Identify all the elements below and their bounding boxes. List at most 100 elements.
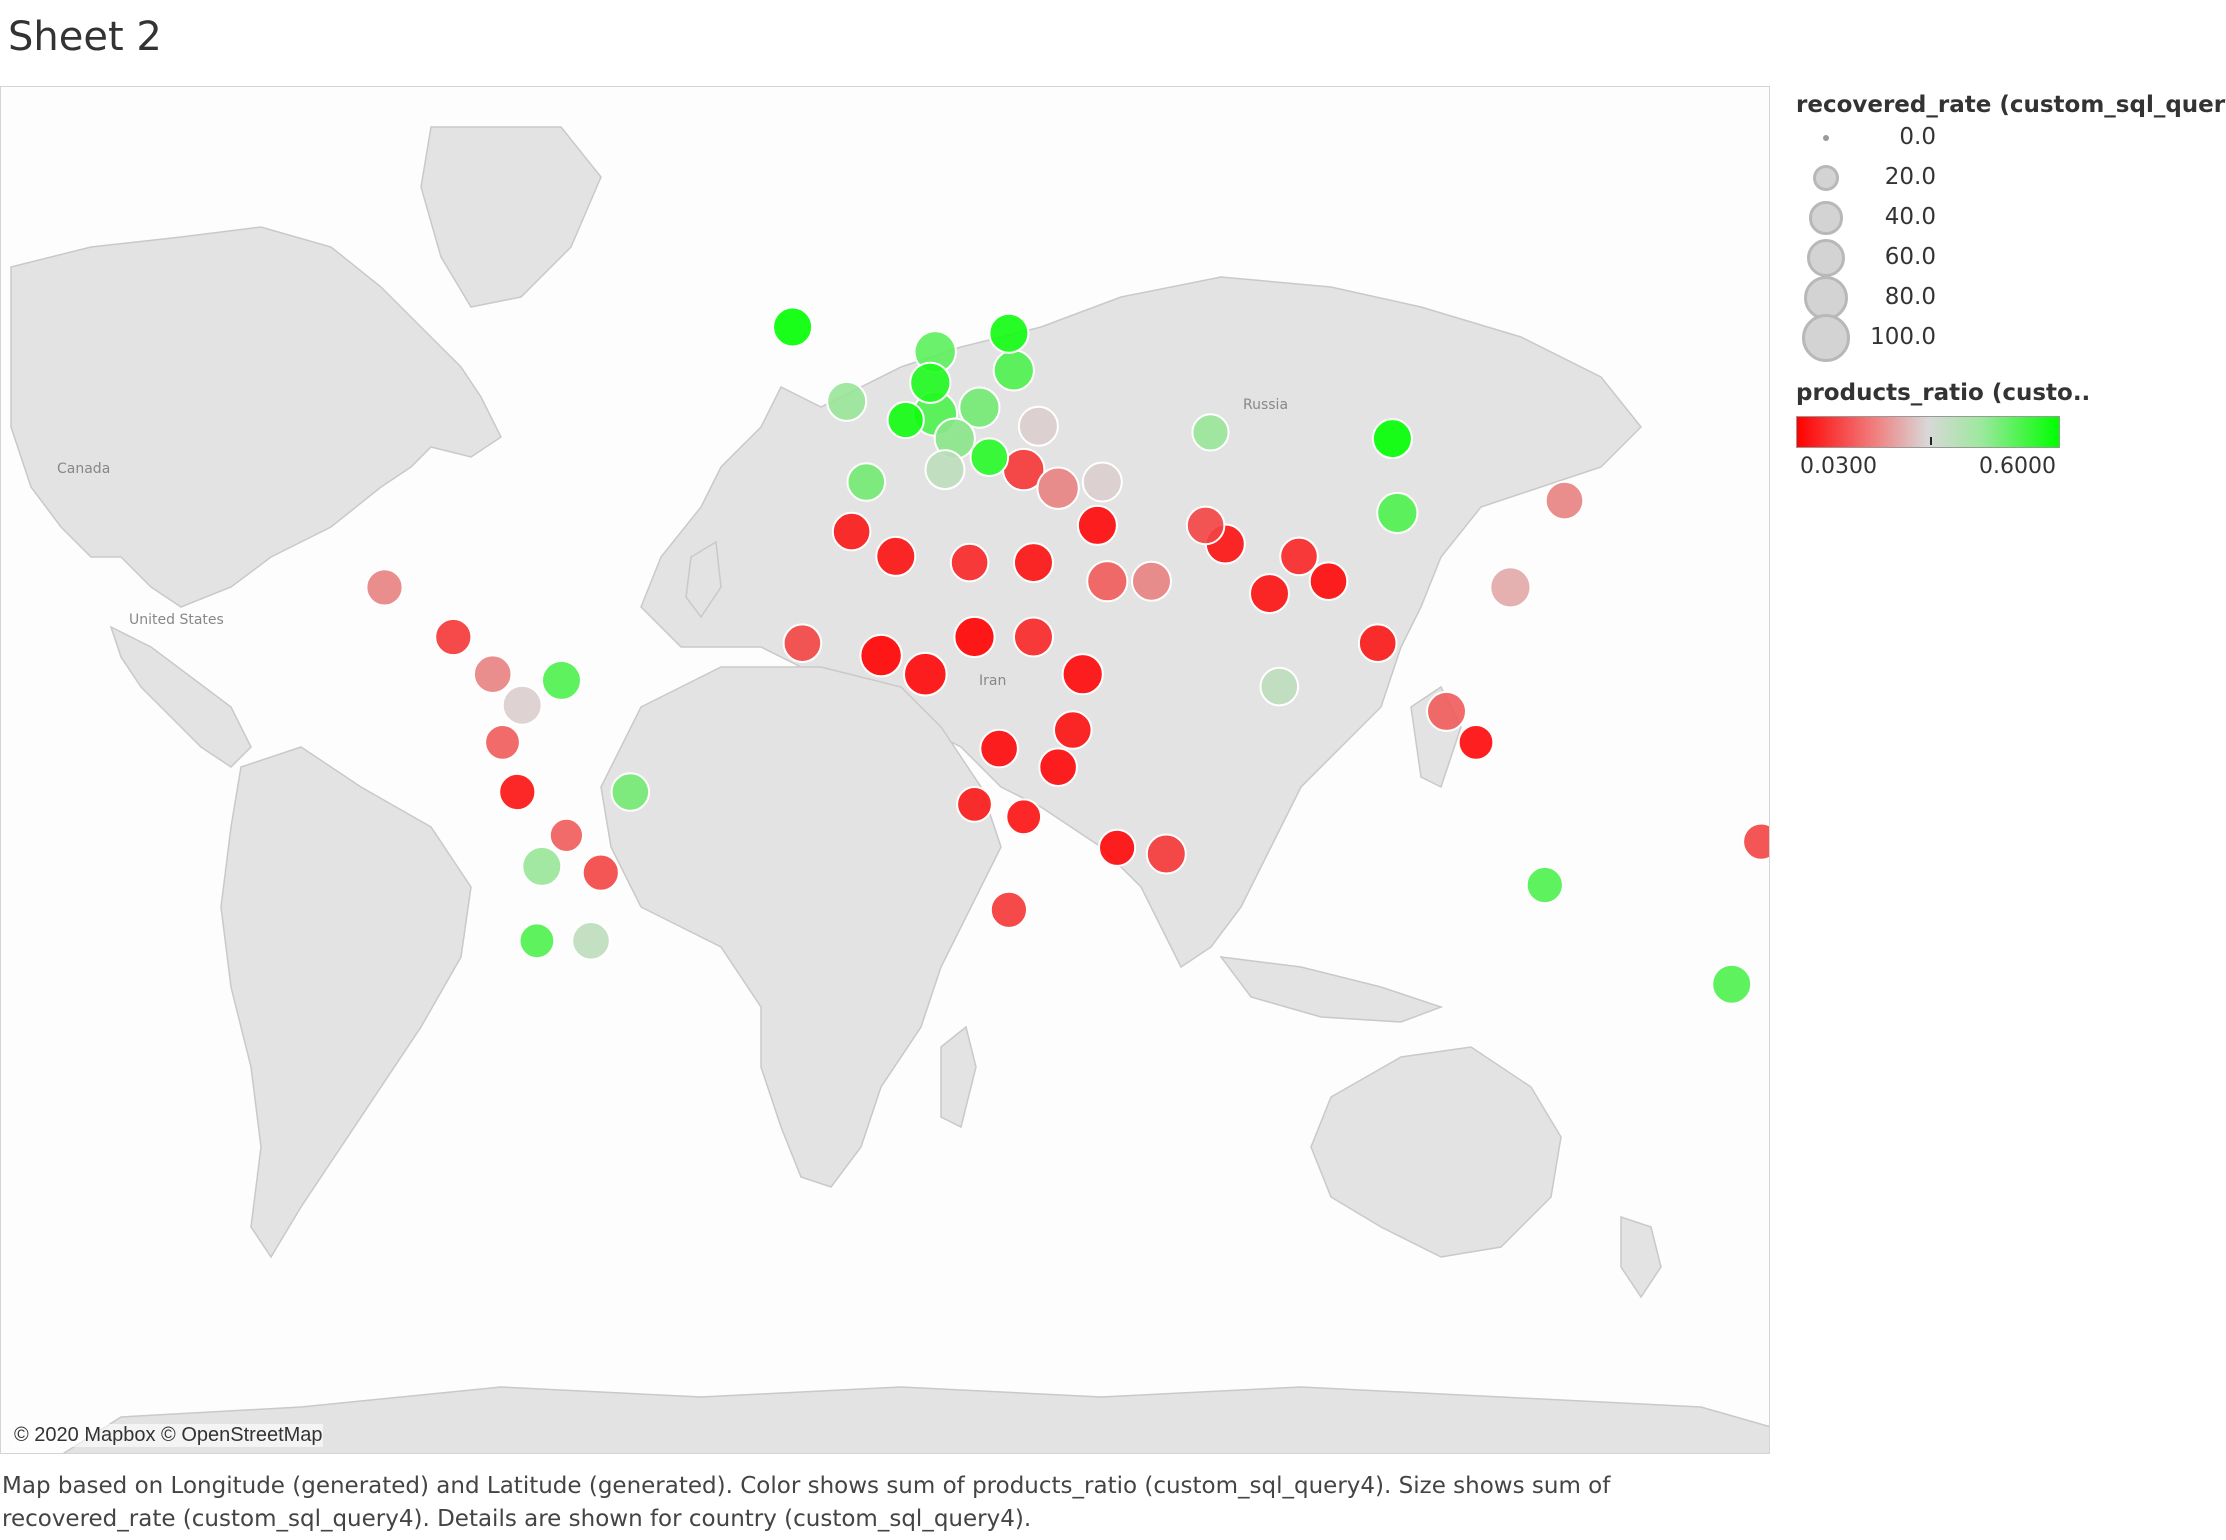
country-bubble[interactable] (953, 615, 996, 659)
bubble-layer[interactable] (365, 306, 1770, 1005)
map-label-iran: Iran (979, 673, 1006, 689)
size-legend-circle (1823, 135, 1829, 141)
map-view[interactable]: Canada United States Russia Iran (0, 86, 1770, 1454)
size-legend-label: 60.0 (1884, 244, 1936, 270)
australia-landmass (1310, 1046, 1562, 1258)
country-bubble[interactable] (831, 511, 872, 552)
country-bubble[interactable] (859, 633, 903, 678)
country-bubble[interactable] (498, 772, 537, 812)
color-min-label: 0.0300 (1800, 454, 1877, 479)
indonesia-landmass (1219, 956, 1444, 1023)
world-map[interactable]: Canada United States Russia Iran (1, 87, 1770, 1454)
color-midpoint-tick (1930, 437, 1932, 445)
country-bubble[interactable] (1038, 747, 1078, 788)
country-bubble[interactable] (1098, 828, 1137, 867)
size-legend-circle (1802, 314, 1850, 362)
country-bubble[interactable] (1145, 833, 1187, 875)
size-legend-item[interactable]: 80.0 (1796, 276, 2216, 320)
country-bubble[interactable] (472, 654, 513, 695)
country-bubble[interactable] (518, 922, 556, 960)
country-bubble[interactable] (924, 449, 966, 491)
country-bubble[interactable] (1005, 798, 1043, 836)
country-bubble[interactable] (1376, 491, 1419, 535)
country-bubble[interactable] (1076, 504, 1118, 546)
country-bubble[interactable] (989, 890, 1029, 929)
country-bubble[interactable] (969, 437, 1010, 478)
country-bubble[interactable] (1457, 724, 1495, 761)
country-bubble[interactable] (1279, 536, 1319, 577)
country-bubble[interactable] (581, 853, 620, 892)
country-bubble[interactable] (1017, 405, 1059, 447)
country-bubble[interactable] (1013, 542, 1054, 584)
size-legend-circle-wrap (1796, 118, 1856, 158)
map-label-canada: Canada (57, 461, 110, 477)
country-bubble[interactable] (979, 728, 1019, 769)
new-zealand-landmass (1620, 1215, 1662, 1299)
color-legend-title[interactable]: products_ratio (custo.. (1796, 380, 2091, 406)
country-bubble[interactable] (1191, 413, 1230, 452)
country-bubble[interactable] (1742, 822, 1770, 861)
country-bubble[interactable] (846, 462, 887, 502)
country-bubble[interactable] (484, 724, 521, 761)
size-legend-circle (1813, 165, 1839, 191)
country-bubble[interactable] (988, 312, 1030, 354)
country-bubble[interactable] (1544, 480, 1585, 521)
country-bubble[interactable] (1036, 466, 1080, 510)
size-legend-label: 20.0 (1884, 164, 1936, 190)
country-bubble[interactable] (956, 786, 993, 823)
country-bubble[interactable] (1053, 710, 1093, 750)
country-bubble[interactable] (1357, 623, 1398, 664)
country-bubble[interactable] (434, 617, 473, 657)
country-bubble[interactable] (521, 845, 563, 887)
country-bubble[interactable] (772, 306, 814, 348)
country-bubble[interactable] (1711, 963, 1753, 1005)
size-legend-item[interactable]: 60.0 (1796, 238, 2216, 278)
country-bubble[interactable] (1249, 573, 1290, 615)
size-legend-item[interactable]: 100.0 (1796, 314, 2216, 362)
country-bubble[interactable] (1086, 560, 1129, 603)
country-bubble[interactable] (571, 921, 611, 961)
country-bubble[interactable] (992, 349, 1035, 392)
country-bubble[interactable] (1371, 418, 1413, 460)
madagascar-landmass (940, 1025, 977, 1129)
color-gradient-bar (1796, 416, 2060, 448)
country-bubble[interactable] (875, 535, 917, 577)
country-bubble[interactable] (365, 568, 404, 607)
greenland-landmass (420, 126, 602, 308)
country-bubble[interactable] (541, 659, 582, 701)
south-america-landmass (220, 746, 472, 1259)
country-bubble[interactable] (886, 400, 925, 440)
country-bubble[interactable] (1308, 561, 1349, 602)
size-legend-item[interactable]: 20.0 (1796, 158, 2216, 198)
color-max-label: 0.6000 (1979, 454, 2056, 479)
country-bubble[interactable] (1426, 690, 1467, 732)
antarctica-landmass (62, 1386, 1769, 1453)
country-bubble[interactable] (501, 684, 543, 726)
country-bubble[interactable] (903, 651, 948, 697)
country-bubble[interactable] (1061, 653, 1104, 696)
country-bubble[interactable] (1185, 505, 1226, 546)
country-bubble[interactable] (909, 361, 952, 404)
map-caption: Map based on Longitude (generated) and L… (2, 1473, 1611, 1532)
size-legend-items: 0.0 20.0 40.0 60.0 80.0 100.0 (1796, 118, 2216, 362)
size-legend-title[interactable]: recovered_rate (custom_sql_query4) (1796, 92, 2226, 118)
country-bubble[interactable] (1131, 560, 1172, 602)
map-attribution[interactable]: © 2020 Mapbox © OpenStreetMap (14, 1424, 323, 1447)
country-bubble[interactable] (958, 386, 1001, 429)
country-bubble[interactable] (1081, 461, 1123, 503)
size-legend-label: 40.0 (1884, 204, 1936, 230)
country-bubble[interactable] (782, 623, 823, 664)
color-legend: products_ratio (custo.. 0.0300 0.6000 (1796, 380, 2216, 484)
size-legend-circle (1804, 276, 1848, 320)
country-bubble[interactable] (1259, 666, 1300, 707)
country-bubble[interactable] (949, 542, 990, 583)
country-bubble[interactable] (1013, 616, 1054, 658)
country-bubble[interactable] (1489, 566, 1532, 609)
country-bubble[interactable] (1525, 865, 1564, 905)
size-legend-item[interactable]: 0.0 (1796, 118, 2216, 158)
size-legend-item[interactable]: 40.0 (1796, 198, 2216, 238)
size-legend-label: 0.0 (1899, 124, 1936, 150)
country-bubble[interactable] (548, 817, 585, 854)
country-bubble[interactable] (610, 772, 651, 812)
country-bubble[interactable] (826, 380, 868, 422)
